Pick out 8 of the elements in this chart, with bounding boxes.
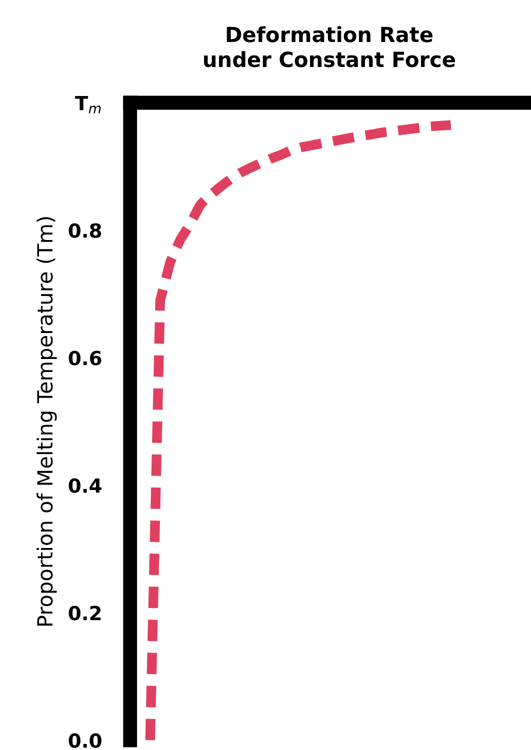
y-tick-label: T$_{m}$ bbox=[74, 96, 101, 114]
y-axis-title: Proportion of Melting Temperature (Tm) bbox=[36, 217, 57, 626]
y-tick-label: 0.6 bbox=[68, 350, 102, 366]
y-tick-label: 0.0 bbox=[68, 733, 102, 748]
y-tick-label: 0.8 bbox=[68, 223, 102, 238]
chart-title: Deformation Rate under Constant Force bbox=[204, 26, 456, 68]
y-tick-label: 0.2 bbox=[68, 606, 101, 620]
y-tick-label: 0.4 bbox=[68, 478, 102, 493]
